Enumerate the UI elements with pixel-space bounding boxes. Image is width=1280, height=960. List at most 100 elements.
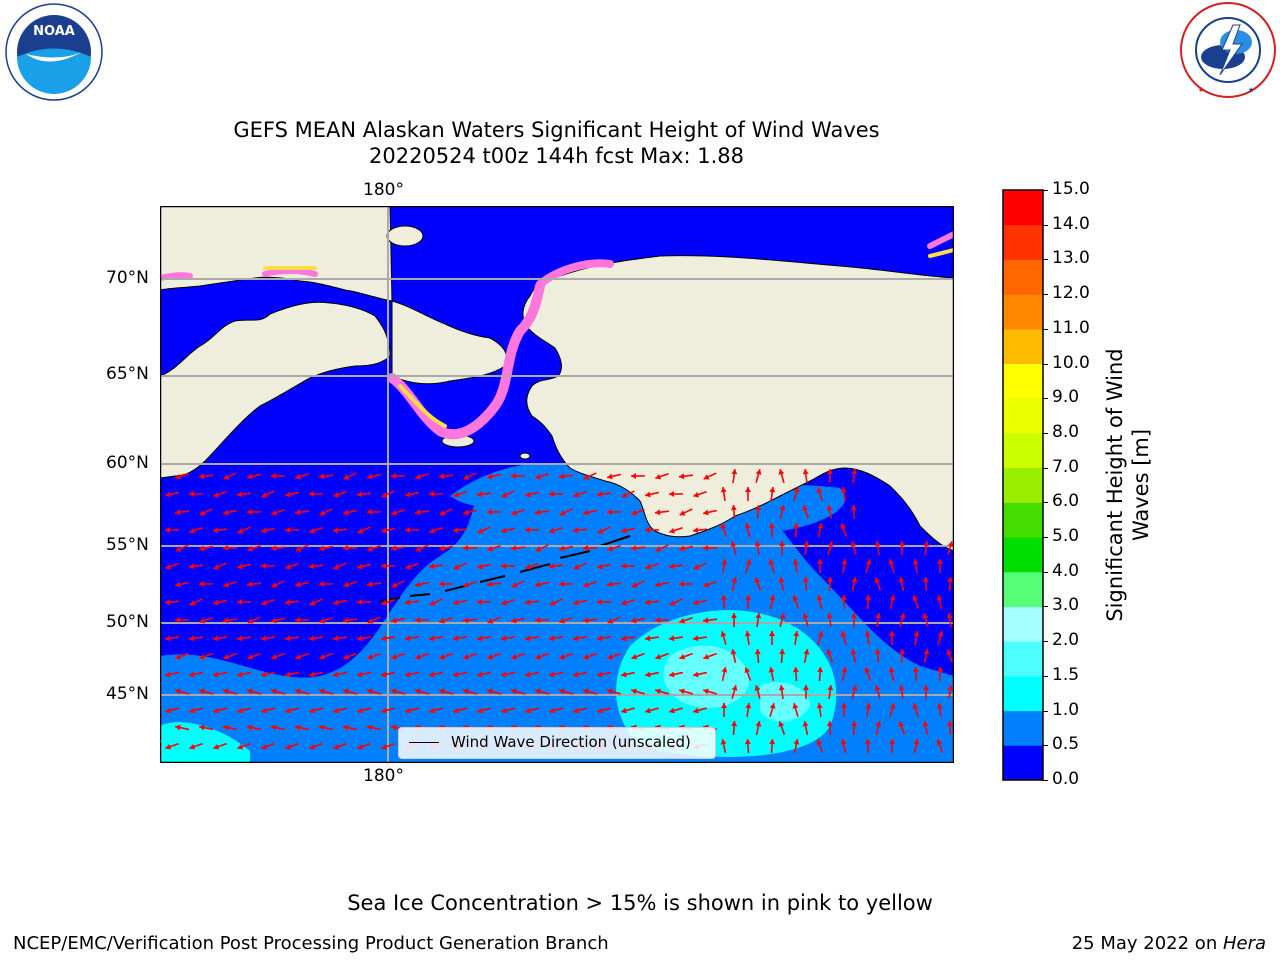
wave-direction-arrow [607, 688, 621, 695]
colorbar-tick-label: 12.0 [1052, 283, 1090, 304]
wave-direction-arrow [874, 577, 882, 591]
wave-direction-arrow [164, 635, 180, 642]
colorbar-tick-mark [1042, 432, 1048, 434]
wave-direction-arrow [260, 635, 276, 642]
wave-direction-arrow [236, 635, 252, 642]
title-line-2: 20220524 t00z 144h fcst Max: 1.88 [369, 144, 744, 168]
wave-direction-arrow [898, 684, 905, 700]
wave-direction-arrow [236, 491, 252, 498]
wave-direction-arrow [850, 541, 857, 555]
lat-label-60n: 60°N [106, 453, 149, 473]
wave-direction-arrow [366, 509, 382, 516]
wave-direction-arrow [487, 616, 501, 624]
wave-direction-arrow [524, 599, 540, 606]
colorbar-tick-mark [1042, 675, 1048, 677]
wave-direction-arrow [720, 738, 727, 754]
wave-direction-arrow [500, 671, 516, 678]
wave-band-1-15-sw [160, 722, 250, 763]
colorbar-band [1003, 398, 1043, 434]
wave-direction-arrow [415, 472, 429, 480]
wave-direction-arrow [212, 599, 228, 606]
wave-direction-arrow [357, 707, 371, 714]
wave-direction-arrow [936, 702, 943, 718]
wave-direction-arrow [524, 635, 540, 642]
wave-direction-arrow [390, 617, 406, 624]
wave-direction-arrow [678, 473, 694, 480]
wave-direction-arrow [913, 738, 920, 754]
wave-direction-arrow [189, 526, 203, 534]
wave-direction-arrow [404, 527, 420, 534]
wave-direction-arrow [199, 688, 213, 695]
wave-direction-arrow [198, 724, 214, 731]
wave-direction-arrow [223, 472, 237, 480]
wave-direction-arrow [237, 742, 251, 750]
wave-direction-arrow [596, 635, 612, 642]
wave-direction-arrow [476, 635, 492, 642]
wave-direction-arrow [511, 652, 525, 660]
wave-direction-arrow [851, 468, 858, 484]
colorbar [1002, 189, 1044, 781]
wave-direction-arrow [923, 685, 929, 699]
colorbar-tick-mark [1042, 398, 1048, 400]
wave-direction-arrow [720, 631, 727, 645]
wave-direction-arrow [654, 581, 670, 588]
wave-direction-arrow [692, 599, 708, 606]
wave-direction-arrow [898, 576, 905, 592]
legend-line-icon [409, 742, 439, 743]
wave-direction-arrow [582, 545, 598, 552]
lon-label-bottom: 180° [363, 766, 404, 786]
lon-label-top: 180° [363, 180, 404, 200]
wave-direction-arrow [817, 559, 823, 573]
wave-direction-arrow [937, 559, 943, 573]
wave-direction-arrow [889, 703, 896, 717]
wave-direction-arrow [356, 635, 372, 642]
wave-direction-arrow [922, 576, 929, 592]
map-frame [160, 206, 954, 763]
wave-direction-arrow [294, 509, 310, 516]
wave-direction-arrow [438, 545, 454, 552]
wave-direction-arrow [720, 594, 727, 610]
wave-direction-arrow [309, 707, 323, 714]
wave-direction-arrow [391, 508, 405, 516]
colorbar-tick-label: 9.0 [1052, 387, 1080, 408]
wave-direction-arrow [731, 720, 738, 736]
wave-direction-arrow [308, 563, 324, 570]
wave-direction-arrow [261, 707, 275, 714]
wave-direction-arrow [342, 617, 358, 624]
wave-direction-arrow [778, 576, 785, 592]
wave-direction-arrow [367, 616, 381, 624]
land-wrangel [386, 225, 424, 247]
wave-direction-arrow [630, 617, 646, 624]
wave-direction-arrow [525, 707, 539, 714]
wave-direction-arrow [947, 541, 954, 555]
wave-direction-arrow [462, 545, 478, 552]
wave-direction-arrow [524, 491, 540, 498]
wave-direction-arrow [840, 738, 847, 754]
wave-direction-arrow [380, 527, 396, 534]
colorbar-tick-label: 10.0 [1052, 352, 1090, 373]
wave-direction-arrow [236, 599, 252, 606]
wave-direction-arrow [730, 648, 737, 664]
wave-direction-arrow [285, 562, 299, 570]
wave-direction-arrow [246, 581, 262, 588]
wave-direction-arrow [721, 666, 728, 682]
colorbar-band [1003, 571, 1043, 607]
wave-direction-arrow [501, 598, 515, 606]
wave-direction-arrow [913, 630, 920, 646]
wave-direction-arrow [620, 671, 636, 678]
wave-direction-arrow [548, 671, 564, 678]
wave-direction-arrow [534, 617, 550, 624]
wave-direction-arrow [534, 581, 550, 588]
map-legend: Wind Wave Direction (unscaled) [398, 727, 716, 759]
wave-direction-arrow [874, 648, 881, 664]
wave-direction-arrow [452, 635, 468, 642]
colorbar-tick-mark [1042, 780, 1048, 781]
wave-direction-arrow [817, 631, 824, 645]
wave-direction-arrow [679, 652, 693, 660]
wave-direction-arrow [534, 509, 550, 516]
wave-direction-arrow [343, 472, 357, 480]
wave-direction-arrow [439, 616, 453, 624]
wave-direction-arrow [318, 473, 334, 480]
wave-direction-arrow [645, 707, 659, 714]
wave-direction-arrow [731, 613, 737, 627]
